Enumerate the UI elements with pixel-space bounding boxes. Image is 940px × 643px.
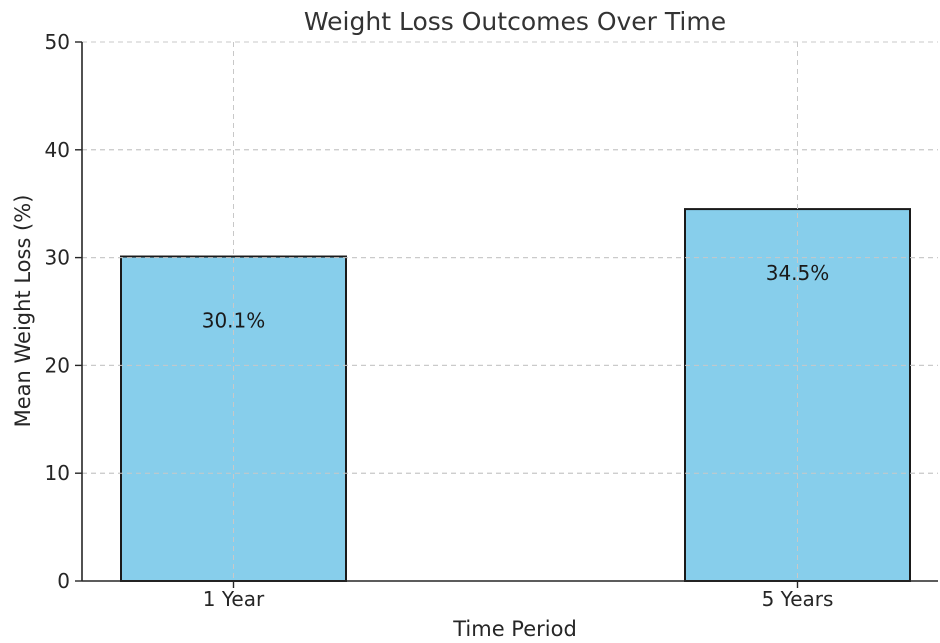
axes [81,42,938,582]
y-axis-label: Mean Weight Loss (%) [11,195,35,428]
y-tick-label: 40 [45,138,70,162]
bar [120,255,347,582]
bar-data-label: 34.5% [766,261,830,285]
ticks: 0 10 20 30 40 50 1 Year 5 Years [45,30,834,611]
y-tick-label: 0 [57,569,70,593]
chart-title: Weight Loss Outcomes Over Time [304,7,726,36]
x-tick-label: 5 Years [762,587,834,611]
y-tick-label: 50 [45,30,70,54]
y-tick-label: 30 [45,246,70,270]
x-axis-label: Time Period [452,617,577,641]
x-tick-label: 1 Year [203,587,265,611]
bars [82,41,938,582]
y-tick-label: 20 [45,353,70,377]
y-tick-label: 10 [45,461,70,485]
bar-data-label: 30.1% [202,309,266,333]
data-labels: 30.1% 34.5% [202,261,830,332]
